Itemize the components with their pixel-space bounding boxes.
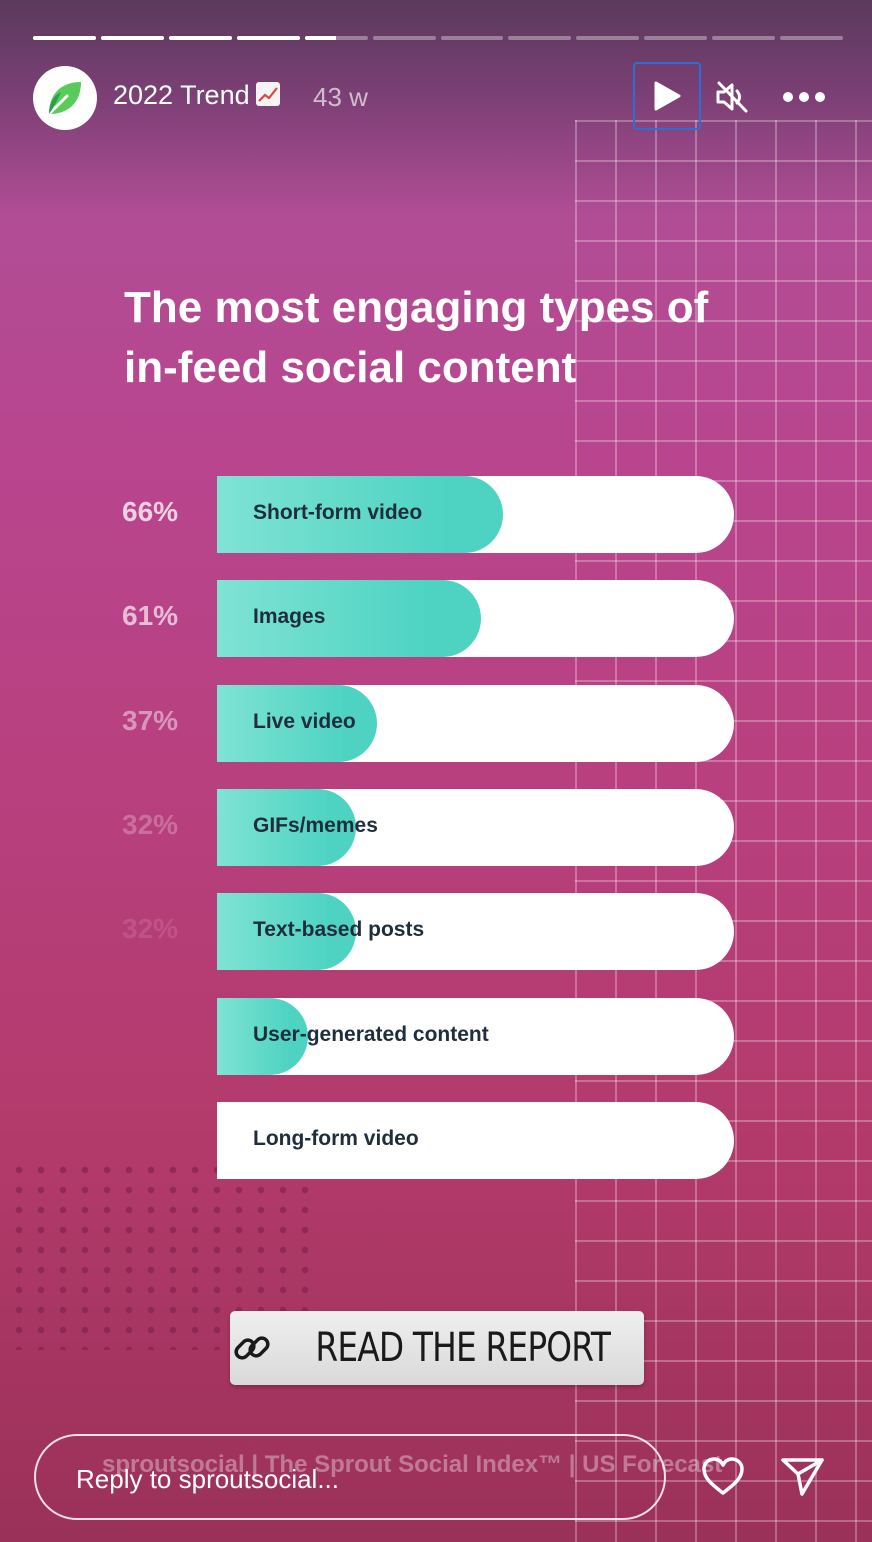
progress-segment: [236, 36, 300, 40]
like-button[interactable]: [700, 1454, 746, 1498]
speaker-muted-icon: [716, 81, 748, 113]
bar-percent: 32%: [122, 809, 179, 840]
bar-track: Live video: [217, 685, 734, 762]
reply-placeholder: Reply to sproutsocial...: [76, 1464, 340, 1494]
progress-segment-fill: [304, 36, 337, 40]
progress-segment: [372, 36, 436, 40]
progress-segment: [100, 36, 164, 40]
read-report-label: READ THE REPORT: [315, 1325, 612, 1371]
play-icon: [654, 81, 681, 111]
reply-input[interactable]: Reply to sproutsocial...: [34, 1434, 666, 1520]
bar-row: 32% GIFs/memes: [0, 789, 872, 867]
ellipsis-icon: [783, 92, 825, 102]
avatar[interactable]: [33, 66, 97, 130]
bar-label: Short-form video: [253, 501, 423, 524]
bar-track: User-generated content: [217, 998, 734, 1075]
link-icon: [234, 1336, 270, 1360]
heart-icon: [702, 1457, 744, 1495]
progress-segment-fill: [236, 36, 300, 40]
bar-row: User-generated content: [0, 998, 872, 1076]
bar-fill: [217, 789, 356, 866]
progress-segment: [576, 36, 640, 40]
chart-heading: The most engaging types of in-feed socia…: [124, 283, 709, 392]
progress-segment: [508, 36, 572, 40]
bar-track: Long-form video: [217, 1102, 734, 1179]
bar-fill: [217, 685, 378, 762]
bar-label: Live video: [253, 710, 356, 733]
bar-row: 61% Images: [0, 580, 872, 658]
bar-row: 37% Live video: [0, 685, 872, 763]
bar-fill: [217, 998, 308, 1075]
story-title[interactable]: 2022 Trend: [113, 80, 280, 111]
progress-segment: [644, 36, 708, 40]
read-report-button[interactable]: READ THE REPORT: [230, 1311, 644, 1385]
progress-segment: [33, 36, 96, 40]
bar-label: User-generated content: [253, 1023, 489, 1046]
bar-fill: [217, 476, 503, 553]
bar-row: 66% Short-form video: [0, 476, 872, 554]
bar-label: GIFs/memes: [253, 814, 378, 837]
progress-segment-fill: [168, 36, 232, 40]
progress-segment-fill: [100, 36, 164, 40]
progress-segment: [440, 36, 504, 40]
bar-fill: [217, 580, 482, 657]
bar-percent: 66%: [122, 496, 179, 527]
bar-row: Long-form video: [0, 1102, 872, 1180]
progress-segment: [780, 36, 844, 40]
bar-percent: 37%: [122, 705, 179, 736]
mute-button[interactable]: [709, 72, 755, 122]
bar-label: Text-based posts: [253, 918, 425, 941]
chart-increasing-icon: [255, 82, 280, 106]
progress-segment-fill: [33, 36, 96, 40]
play-button[interactable]: [633, 62, 701, 130]
bar-track: Text-based posts: [217, 893, 734, 970]
bar-percent: 32%: [122, 913, 179, 944]
send-button[interactable]: [780, 1454, 826, 1498]
bar-track: Short-form video: [217, 476, 734, 553]
bar-track: GIFs/memes: [217, 789, 734, 866]
story-age: 43 w: [313, 82, 368, 112]
more-options-button[interactable]: [778, 80, 830, 114]
bar-fill: [217, 893, 356, 970]
bar-label: Long-form video: [253, 1127, 419, 1150]
progress-segment: [168, 36, 232, 40]
progress-segment: [304, 36, 368, 40]
video-footer-text: sproutsocial | The Sprout Social Index™ …: [102, 1451, 723, 1478]
progress-segment: [712, 36, 776, 40]
bar-row: 32% Text-based posts: [0, 893, 872, 971]
bar-track: Images: [217, 580, 734, 657]
bar-label: Images: [253, 605, 326, 628]
paper-plane-icon: [781, 1458, 824, 1496]
sprout-logo-icon: [47, 82, 81, 116]
story-progress: [33, 36, 844, 41]
bar-percent: 61%: [122, 600, 179, 631]
story-title-text: 2022 Trend: [113, 80, 250, 110]
